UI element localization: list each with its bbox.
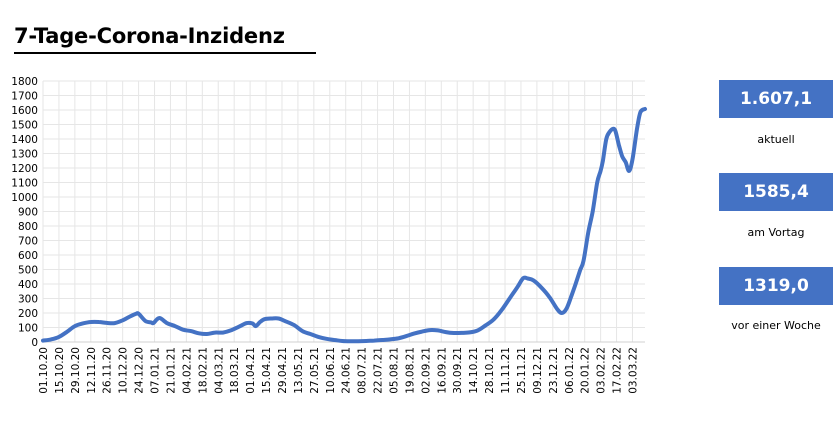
y-tick-label: 1800 xyxy=(11,76,38,88)
y-tick-label: 400 xyxy=(18,279,38,291)
x-tick-label: 15.04.21 xyxy=(261,347,273,394)
x-tick-label: 04.03.21 xyxy=(213,347,225,394)
x-tick-label: 25.11.21 xyxy=(516,347,528,394)
y-tick-label: 600 xyxy=(18,250,38,262)
y-tick-label: 1500 xyxy=(11,120,38,132)
x-tick-label: 23.12.21 xyxy=(548,347,560,394)
x-tick-label: 02.09.21 xyxy=(420,347,432,394)
x-tick-label: 19.08.21 xyxy=(404,347,416,394)
x-tick-label: 03.02.22 xyxy=(596,347,608,394)
series-line-0 xyxy=(41,107,647,344)
kpi-current-value: 1.607,1 xyxy=(719,80,833,118)
kpi-current-label: aktuell xyxy=(757,133,795,146)
x-tick-label: 29.10.20 xyxy=(70,347,82,394)
x-tick-label: 04.02.21 xyxy=(181,347,193,394)
kpi-week-ago-value: 1319,0 xyxy=(719,267,833,305)
kpi-previous-day-label: am Vortag xyxy=(747,226,805,239)
y-tick-label: 900 xyxy=(18,207,38,219)
x-tick-label: 13.05.21 xyxy=(293,347,305,394)
x-tick-label: 10.12.20 xyxy=(118,347,130,394)
x-tick-label: 27.05.21 xyxy=(309,347,321,394)
x-tick-label: 10.06.21 xyxy=(325,347,337,394)
x-tick-label: 18.03.21 xyxy=(229,347,241,394)
y-tick-label: 200 xyxy=(18,308,38,320)
x-tick-label: 18.02.21 xyxy=(197,347,209,394)
y-tick-label: 0 xyxy=(31,337,38,349)
x-tick-label: 07.01.21 xyxy=(150,347,162,394)
y-tick-label: 1700 xyxy=(11,91,38,103)
x-tick-label: 16.09.21 xyxy=(436,347,448,394)
kpi-week-ago-label: vor einer Woche xyxy=(731,319,821,332)
x-tick-label: 21.01.21 xyxy=(165,347,177,394)
y-tick-label: 1000 xyxy=(11,192,38,204)
x-tick-label: 29.04.21 xyxy=(277,347,289,394)
x-tick-label: 17.02.22 xyxy=(612,347,624,394)
y-tick-label: 1300 xyxy=(11,149,38,161)
x-tick-label: 30.09.21 xyxy=(452,347,464,394)
y-tick-label: 1400 xyxy=(11,134,38,146)
x-tick-label: 20.01.22 xyxy=(580,347,592,394)
x-tick-label: 12.11.20 xyxy=(86,347,98,394)
x-tick-label: 26.11.20 xyxy=(102,347,114,394)
y-tick-label: 1600 xyxy=(11,105,38,117)
x-tick-label: 22.07.21 xyxy=(373,347,385,394)
y-tick-label: 1100 xyxy=(11,178,38,190)
x-tick-label: 05.08.21 xyxy=(389,347,401,394)
x-tick-label: 01.10.20 xyxy=(38,347,50,394)
y-tick-label: 500 xyxy=(18,265,38,277)
y-tick-label: 800 xyxy=(18,221,38,233)
x-tick-label: 24.12.20 xyxy=(134,347,146,394)
x-tick-label: 01.04.21 xyxy=(245,347,257,394)
y-tick-label: 700 xyxy=(18,236,38,248)
y-tick-label: 100 xyxy=(18,323,38,335)
x-tick-label: 28.10.21 xyxy=(484,347,496,394)
x-tick-label: 15.10.20 xyxy=(54,347,66,394)
x-tick-label: 06.01.22 xyxy=(564,347,576,394)
x-tick-label: 09.12.21 xyxy=(532,347,544,394)
x-tick-label: 14.10.21 xyxy=(468,347,480,394)
y-tick-label: 1200 xyxy=(11,163,38,175)
kpi-previous-day-value: 1585,4 xyxy=(719,173,833,211)
title-underline xyxy=(14,52,316,54)
y-tick-label: 300 xyxy=(18,294,38,306)
x-tick-label: 24.06.21 xyxy=(341,347,353,394)
chart-title: 7-Tage-Corona-Inzidenz xyxy=(14,24,285,48)
x-tick-label: 03.03.22 xyxy=(627,347,639,394)
x-tick-label: 08.07.21 xyxy=(357,347,369,394)
x-tick-label: 11.11.21 xyxy=(500,347,512,394)
